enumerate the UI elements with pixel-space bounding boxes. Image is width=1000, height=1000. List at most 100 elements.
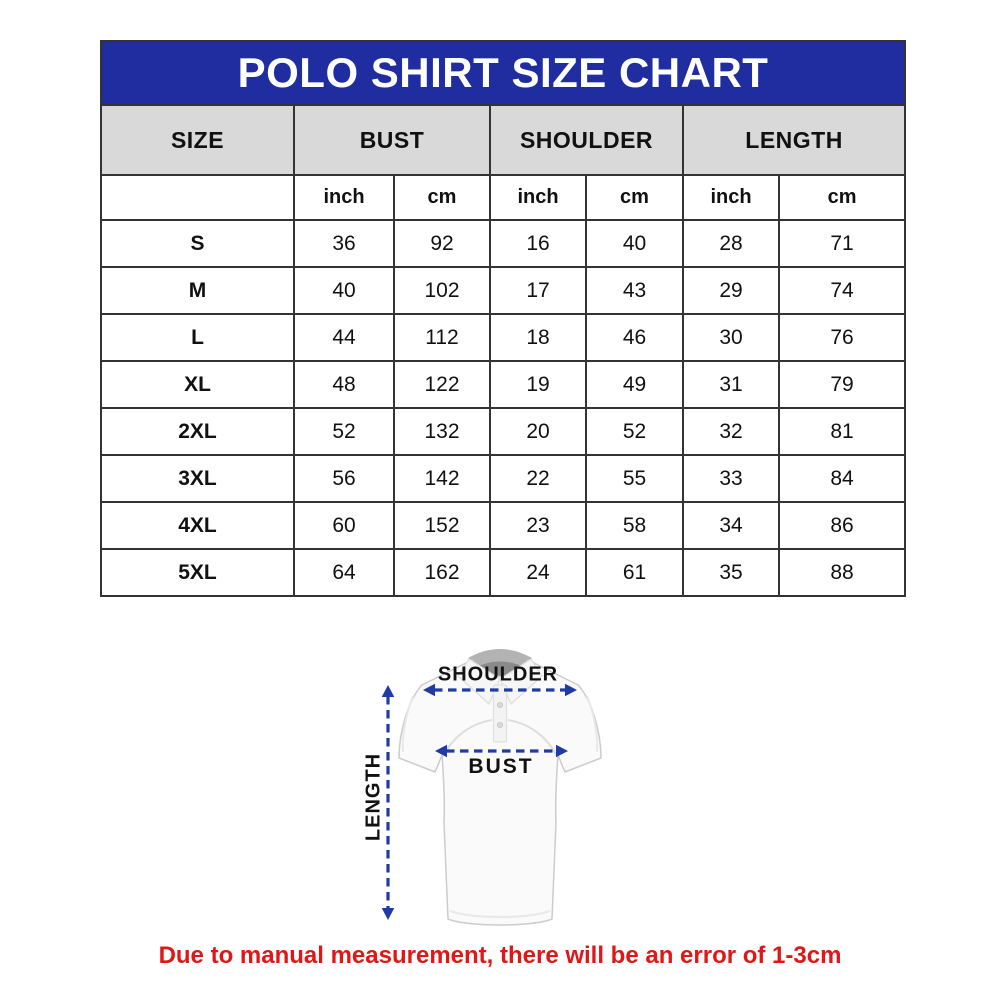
value-cell: 30 xyxy=(682,313,780,362)
value-cell: 19 xyxy=(489,360,587,409)
value-cell: 33 xyxy=(682,454,780,503)
measurement-arrows xyxy=(381,683,577,920)
unit-header-length-inch: inch xyxy=(682,174,780,221)
value-cell: 61 xyxy=(585,548,684,597)
unit-header-length-cm: cm xyxy=(777,174,907,221)
value-cell: 44 xyxy=(293,313,395,362)
value-cell: 55 xyxy=(585,454,684,503)
value-cell: 152 xyxy=(393,501,491,550)
measurement-disclaimer: Due to manual measurement, there will be… xyxy=(158,942,842,969)
bust-arrowhead-right xyxy=(556,744,568,758)
polo-shirt-graphic xyxy=(398,649,602,926)
value-cell: 40 xyxy=(585,219,684,268)
value-cell: 71 xyxy=(777,219,907,268)
table-row-s: S 36 92 16 40 28 71 xyxy=(100,219,907,268)
value-cell: 60 xyxy=(293,501,395,550)
size-cell: 3XL xyxy=(100,454,295,503)
value-cell: 86 xyxy=(777,501,907,550)
size-cell: 4XL xyxy=(100,501,295,550)
right-chest-seam xyxy=(507,719,558,757)
unit-header-shoulder-cm: cm xyxy=(585,174,684,221)
table-row-xl: XL 48 122 19 49 31 79 xyxy=(100,360,907,409)
size-cell: L xyxy=(100,313,295,362)
value-cell: 58 xyxy=(585,501,684,550)
title-banner-row: POLO SHIRT SIZE CHART xyxy=(99,40,907,106)
measurement-figure: SHOULDER BUST LENGTH xyxy=(355,638,640,933)
table-row-l: L 44 112 18 46 30 76 xyxy=(100,313,907,362)
value-cell: 56 xyxy=(293,454,395,503)
value-cell: 18 xyxy=(489,313,587,362)
unit-header-shoulder-inch: inch xyxy=(489,174,587,221)
value-cell: 20 xyxy=(489,407,587,456)
value-cell: 31 xyxy=(682,360,780,409)
value-cell: 76 xyxy=(777,313,907,362)
value-cell: 102 xyxy=(393,266,491,315)
polo-shirt-illustration xyxy=(381,649,602,926)
value-cell: 52 xyxy=(585,407,684,456)
value-cell: 17 xyxy=(489,266,587,315)
table-row-2xl: 2XL 52 132 20 52 32 81 xyxy=(100,407,907,456)
value-cell: 112 xyxy=(393,313,491,362)
collar-left-flap xyxy=(457,658,501,706)
value-cell: 36 xyxy=(293,219,395,268)
value-cell: 52 xyxy=(293,407,395,456)
table-row-4xl: 4XL 60 152 23 58 34 86 xyxy=(100,501,907,550)
table-row-5xl: 5XL 64 162 24 61 35 88 xyxy=(100,548,907,597)
column-header-row: SIZE BUST SHOULDER LENGTH xyxy=(100,104,907,176)
chart-title: POLO SHIRT SIZE CHART xyxy=(99,40,907,106)
value-cell: 162 xyxy=(393,548,491,597)
value-cell: 22 xyxy=(489,454,587,503)
unit-spacer-cell xyxy=(100,174,295,221)
unit-header-bust-inch: inch xyxy=(293,174,395,221)
table-row-3xl: 3XL 56 142 22 55 33 84 xyxy=(100,454,907,503)
value-cell: 43 xyxy=(585,266,684,315)
shoulder-arrowhead-right xyxy=(565,683,577,697)
value-cell: 88 xyxy=(777,548,907,597)
unit-header-bust-cm: cm xyxy=(393,174,491,221)
value-cell: 74 xyxy=(777,266,907,315)
value-cell: 28 xyxy=(682,219,780,268)
value-cell: 23 xyxy=(489,501,587,550)
shoulder-arrowhead-left xyxy=(423,683,435,697)
bust-arrowhead-left xyxy=(435,744,447,758)
size-cell: 5XL xyxy=(100,548,295,597)
size-cell: XL xyxy=(100,360,295,409)
table-row-m: M 40 102 17 43 29 74 xyxy=(100,266,907,315)
value-cell: 34 xyxy=(682,501,780,550)
collar-right-flap xyxy=(499,658,543,706)
value-cell: 64 xyxy=(293,548,395,597)
value-cell: 40 xyxy=(293,266,395,315)
button-bottom xyxy=(496,722,503,729)
size-chart-table: POLO SHIRT SIZE CHART SIZE BUST SHOULDER… xyxy=(99,40,907,597)
length-label: LENGTH xyxy=(362,752,385,842)
left-sleeve-crease xyxy=(401,695,414,753)
hem-shadow xyxy=(449,910,551,918)
value-cell: 16 xyxy=(489,219,587,268)
column-header-shoulder: SHOULDER xyxy=(489,104,684,176)
placket xyxy=(492,684,508,743)
size-cell: M xyxy=(100,266,295,315)
size-cell: 2XL xyxy=(100,407,295,456)
size-cell: S xyxy=(100,219,295,268)
value-cell: 49 xyxy=(585,360,684,409)
value-cell: 122 xyxy=(393,360,491,409)
value-cell: 32 xyxy=(682,407,780,456)
column-header-length: LENGTH xyxy=(681,104,907,176)
button-top xyxy=(496,702,503,709)
column-header-size: SIZE xyxy=(100,104,295,176)
bust-label: BUST xyxy=(468,755,534,778)
length-arrowhead-top xyxy=(381,685,395,697)
value-cell: 81 xyxy=(777,407,907,456)
value-cell: 84 xyxy=(777,454,907,503)
unit-header-row: inch cm inch cm inch cm xyxy=(100,174,907,221)
shoulder-label: SHOULDER xyxy=(437,663,559,686)
value-cell: 132 xyxy=(393,407,491,456)
value-cell: 29 xyxy=(682,266,780,315)
length-arrowhead-bottom xyxy=(381,908,395,920)
value-cell: 24 xyxy=(489,548,587,597)
value-cell: 92 xyxy=(393,219,491,268)
column-header-bust: BUST xyxy=(293,104,491,176)
shirt-body xyxy=(398,659,602,926)
value-cell: 35 xyxy=(682,548,780,597)
